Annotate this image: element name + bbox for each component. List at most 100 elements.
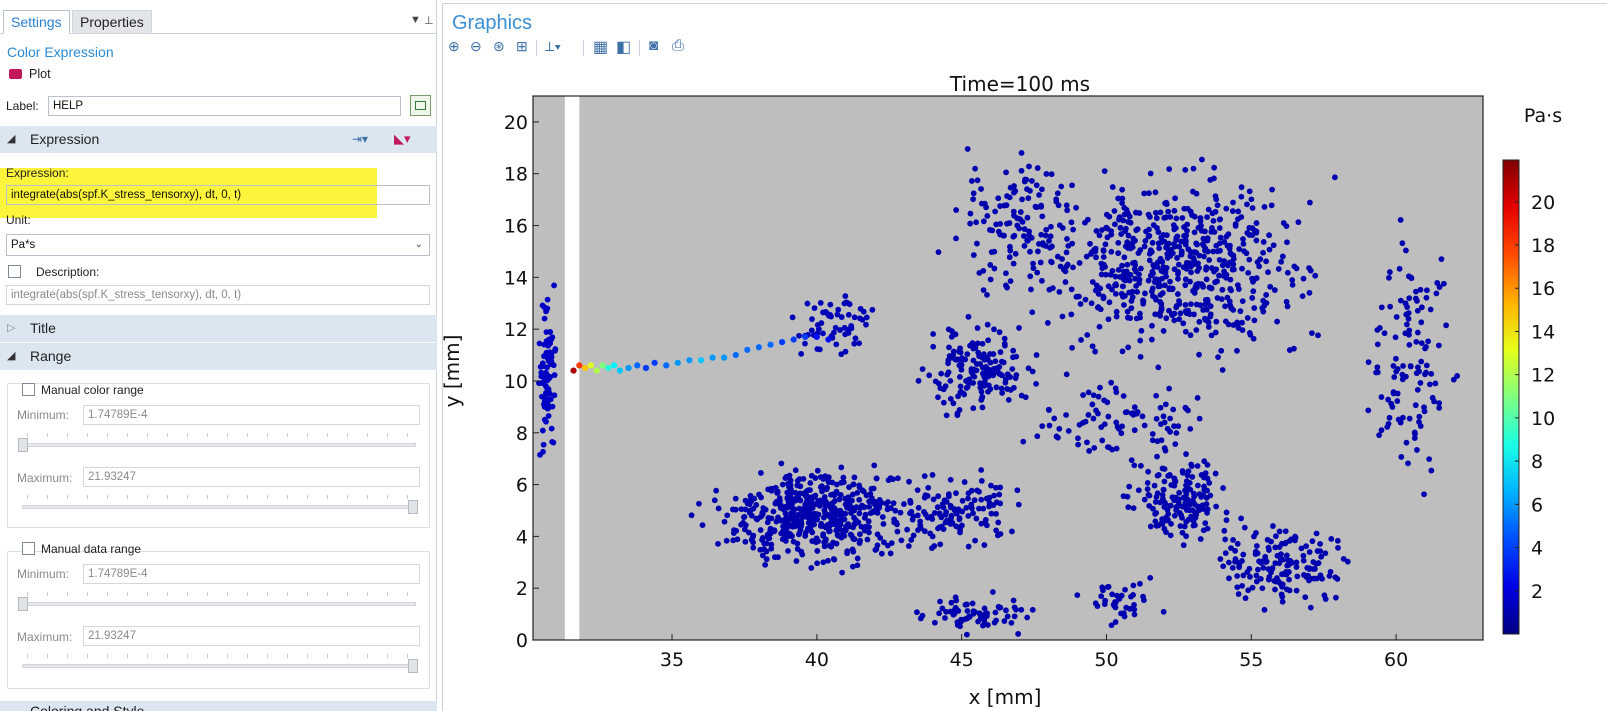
panel-menu-icon[interactable]: ▼ [410, 14, 421, 26]
particle-point [1403, 247, 1409, 254]
particle-point [1004, 613, 1011, 620]
title-section-header[interactable]: ▷ Title [0, 315, 437, 342]
data-min-slider[interactable] [22, 602, 416, 606]
particle-point [972, 165, 979, 172]
data-max-input[interactable]: 21.93247 [83, 626, 420, 646]
particle-point [857, 531, 863, 538]
particle-point [810, 516, 816, 523]
color-max-slider[interactable] [22, 505, 416, 509]
description-checkbox[interactable] [8, 265, 21, 278]
zoom-box-icon[interactable]: ⊛ [493, 38, 505, 54]
expression-input[interactable]: integrate(abs(spf.K_stress_tensorxy), dt… [6, 185, 430, 205]
particle-point [961, 391, 968, 398]
pin-icon[interactable]: ⊥ [424, 15, 434, 27]
particle-point [1190, 261, 1197, 267]
particle-point [1076, 421, 1083, 428]
particle-point [1185, 246, 1192, 253]
particle-point [1381, 330, 1388, 337]
zoom-in-icon[interactable]: ⊕ [448, 38, 460, 54]
particle-point [1157, 298, 1164, 305]
particle-point [539, 360, 546, 367]
particle-point [1172, 195, 1179, 202]
particle-point [1121, 204, 1128, 211]
particle-point [919, 366, 926, 372]
particle-point [794, 477, 801, 484]
label-edit-button[interactable] [410, 95, 431, 116]
particle-point [542, 394, 549, 401]
tab-settings[interactable]: Settings [3, 10, 70, 34]
particle-point [1286, 587, 1293, 594]
particle-point [938, 514, 945, 521]
particle-point [1293, 265, 1300, 272]
particle-point [1146, 492, 1153, 499]
plot-button-label: Plot [29, 67, 51, 81]
particle-point [856, 340, 863, 347]
particle-point [835, 306, 842, 313]
particle-point [876, 497, 883, 503]
particle-point [978, 388, 985, 395]
particle-point [1028, 286, 1034, 293]
particle-point [964, 146, 971, 152]
description-input[interactable]: integrate(abs(spf.K_stress_tensorxy), dt… [6, 285, 430, 305]
particle-point [1414, 298, 1420, 304]
particle-point [981, 382, 988, 389]
zoom-out-icon[interactable]: ⊖ [470, 38, 482, 54]
particle-point [819, 488, 825, 495]
particle-point [1034, 165, 1041, 171]
particle-point [1093, 407, 1099, 414]
particle-point [1212, 329, 1219, 336]
expression-section-header[interactable]: ◢ Expression ⇥▾ ◣▾ [0, 126, 437, 153]
particle-point [947, 502, 954, 509]
colorbar-tick-label: 14 [1531, 321, 1555, 343]
color-max-input[interactable]: 21.93247 [83, 467, 420, 487]
data-max-slider[interactable] [22, 664, 416, 668]
particle-point [1120, 493, 1127, 500]
axes-icon[interactable]: ⟂▾ [545, 38, 562, 54]
particle-point [1145, 277, 1152, 284]
particle-point [1269, 186, 1275, 193]
particle-point [1198, 494, 1205, 500]
particle-point [1131, 602, 1137, 608]
particle-point [1068, 219, 1075, 226]
particle-point [1263, 558, 1270, 565]
particle-point [955, 608, 962, 614]
particle-point [996, 491, 1003, 498]
zoom-extents-icon[interactable]: ⊞ [516, 38, 528, 54]
particle-point [1130, 411, 1137, 418]
coloring-style-section-header[interactable]: Coloring and Style [0, 701, 437, 711]
print-icon[interactable]: ⎙ [672, 37, 685, 54]
particle-point [1044, 320, 1051, 326]
manual-data-range-checkbox[interactable] [22, 542, 35, 555]
particle-point [1125, 504, 1132, 511]
data-min-input[interactable]: 1.74789E-4 [83, 564, 420, 584]
particle-point [1165, 511, 1172, 517]
unit-select[interactable]: Pa*s ⌄ [6, 234, 430, 256]
insert-expression-icon[interactable]: ⇥▾ [352, 132, 369, 146]
camera-icon[interactable]: ◙ [649, 37, 659, 54]
color-min-slider-thumb[interactable] [18, 438, 28, 452]
manual-color-range-checkbox[interactable] [22, 383, 35, 396]
replace-expression-icon[interactable]: ◣▾ [394, 131, 411, 146]
particle-point [1164, 251, 1171, 257]
y-tick-label: 8 [516, 423, 528, 445]
data-min-slider-thumb[interactable] [18, 597, 28, 611]
particle-point [1123, 273, 1130, 279]
particle-point [1065, 242, 1072, 249]
color-max-slider-thumb[interactable] [408, 500, 418, 514]
particle-point [814, 346, 821, 352]
particle-point [1278, 581, 1285, 588]
particle-point [1043, 171, 1050, 177]
color-min-slider[interactable] [22, 443, 416, 447]
data-max-slider-thumb[interactable] [408, 659, 418, 673]
scatter-plot[interactable]: Time=100 ms x [mm] y [mm] Pa·s 354045505… [443, 4, 1607, 711]
particle-point [1340, 555, 1347, 562]
grid-icon[interactable]: ▦ [593, 39, 609, 56]
legend-icon[interactable]: ◧ [616, 39, 632, 56]
color-min-input[interactable]: 1.74789E-4 [83, 405, 420, 425]
label-field[interactable]: HELP [48, 96, 401, 116]
particle-point [1084, 439, 1090, 446]
particle-point [1157, 404, 1164, 411]
tab-properties[interactable]: Properties [72, 10, 152, 34]
range-section-header[interactable]: ◢ Range [0, 343, 437, 370]
particle-point [1010, 233, 1017, 240]
